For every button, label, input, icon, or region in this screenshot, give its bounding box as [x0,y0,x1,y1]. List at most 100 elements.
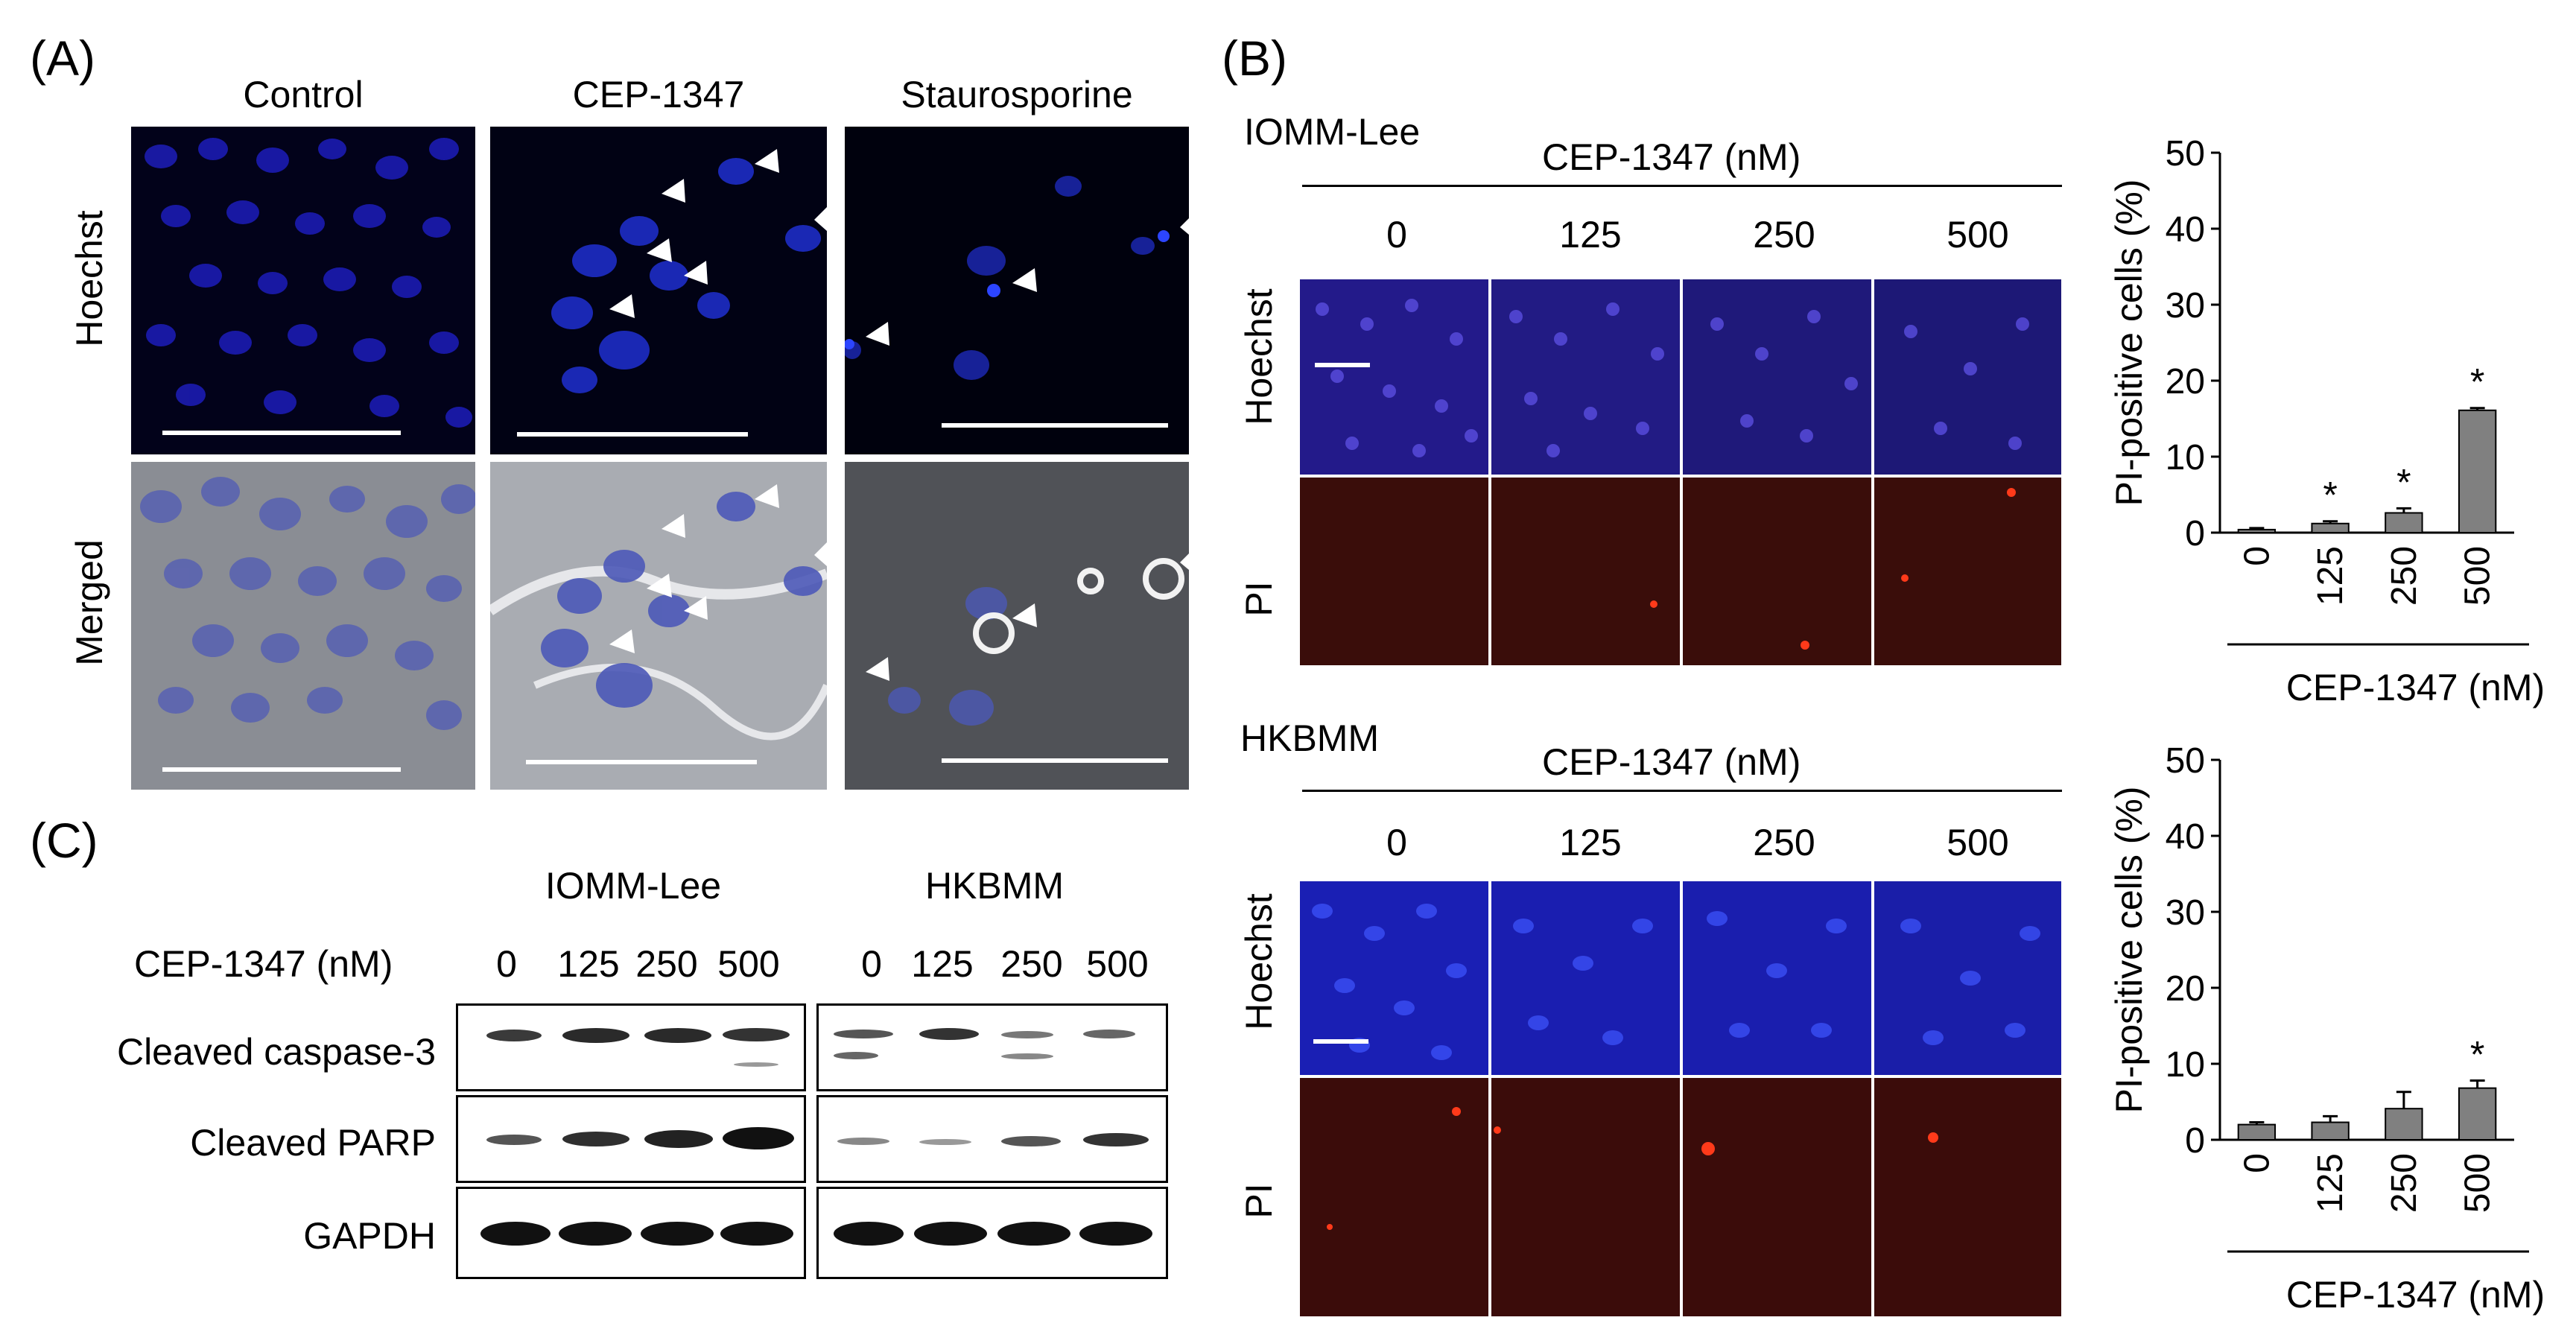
blot-row-parp: Cleaved PARP [190,1122,436,1164]
scale-bar [517,432,748,437]
panel-c-dose-label: CEP-1347 (nM) [134,943,393,985]
bar [2311,522,2350,534]
y-tick-label: 0 [2185,1121,2205,1161]
y-tick-label: 40 [2166,210,2205,250]
bar-chart-iomm: 0 10 20 30 40 50 PI-positive cells (%) 0 * 125 * 25… [2108,134,2545,708]
panel-c-group-iomm: IOMM-Lee [545,865,722,907]
dose-label: 500 [1086,943,1149,985]
panel-b-letter: (B) [1222,31,1287,86]
y-tick-label: 50 [2166,741,2205,781]
bar [2237,528,2277,533]
hoechst-strip-hkbmm [1300,881,2061,1075]
row-label-hoechst: Hoechst [1238,288,1280,425]
y-axis-label: PI-positive cells (%) [2108,787,2150,1114]
x-tick-label: 0 [2237,1153,2277,1173]
scale-bar [526,760,757,764]
panel-b-cell-line-iomm: IOMM-Lee [1244,111,1421,153]
micrograph-a-hoechst-control [131,127,475,454]
dose-label: 125 [911,943,974,985]
scale-bar [162,431,401,435]
micrograph-a-merged-stauro [845,462,1189,790]
dose-label: 250 [1000,943,1063,985]
micrograph-a-merged-control [131,462,475,790]
significance-marker: * [2323,475,2337,516]
scale-bar [942,758,1168,763]
dose-label: 250 [1753,214,1815,256]
dose-label: 125 [1559,822,1622,863]
scale-bar [1315,363,1370,367]
pi-strip-hkbmm [1300,1078,2061,1316]
dose-label: 0 [496,943,517,985]
y-axis-label: PI-positive cells (%) [2108,180,2150,507]
dose-label: 0 [1386,214,1407,256]
blot-hkbmm-gapdh [816,1187,1168,1279]
dose-label: 250 [635,943,698,985]
panel-a-row-hoechst: Hoechst [69,210,110,347]
bar [2385,1108,2423,1141]
hoechst-strip-iomm [1300,279,2061,475]
dose-label: 500 [1947,214,2009,256]
significance-marker: * [2396,461,2411,503]
x-tick-label: 250 [2385,1153,2424,1213]
y-tick-label: 10 [2166,1045,2205,1085]
blot-iomm-gapdh [456,1187,806,1279]
micrograph-a-merged-cep [490,462,827,790]
y-tick-label: 10 [2166,438,2205,478]
blot-iomm-parp [456,1095,806,1183]
x-tick-label: 125 [2311,1153,2350,1213]
significance-marker: * [2470,1033,2484,1075]
blot-iomm-caspase [456,1003,806,1091]
x-axis-label: CEP-1347 (nM) [2286,1274,2545,1316]
panel-a-row-merged: Merged [69,539,110,666]
panel-a-col-control: Control [243,74,364,115]
header-rule [1302,185,2062,187]
x-tick-label: 250 [2385,546,2424,606]
panel-c-letter: (C) [30,813,98,868]
panel-b-header-hkbmm: CEP-1347 (nM) [1542,741,1801,783]
header-rule [1302,790,2062,792]
panel-a-letter: (A) [30,31,95,86]
x-tick-label: 500 [2458,1153,2498,1213]
x-tick-label: 125 [2311,546,2350,606]
bar-chart-hkbmm: 0 10 20 30 40 50 PI-positive cells (%) 0 125 250 *… [2108,741,2545,1316]
significance-marker: * [2470,361,2484,403]
y-tick-label: 40 [2166,817,2205,857]
scale-bar [942,423,1168,428]
micrograph-a-hoechst-stauro [845,127,1189,454]
row-label-hoechst: Hoechst [1238,893,1280,1030]
bar [2385,512,2423,533]
blot-hkbmm-parp [816,1095,1168,1183]
x-axis-label: CEP-1347 (nM) [2286,667,2545,708]
pi-strip-iomm [1300,478,2061,665]
dose-label: 500 [1947,822,2009,863]
y-tick-label: 20 [2166,969,2205,1009]
dose-label: 0 [861,943,882,985]
bar [2458,409,2497,533]
panel-b-header-iomm: CEP-1347 (nM) [1542,136,1801,178]
dose-label: 0 [1386,822,1407,863]
x-tick-label: 0 [2237,546,2277,566]
scale-bar [1313,1039,1368,1044]
y-tick-label: 30 [2166,286,2205,326]
dose-label: 125 [557,943,620,985]
blot-row-gapdh: GAPDH [303,1215,436,1257]
panel-c-group-hkbmm: HKBMM [924,865,1065,907]
bar [2237,1123,2277,1141]
dose-label: 125 [1559,214,1622,256]
panel-a-col-cep: CEP-1347 [572,74,745,115]
dose-label: 250 [1753,822,1815,863]
scale-bar [162,767,401,772]
blot-row-caspase: Cleaved caspase-3 [116,1031,436,1073]
micrograph-a-hoechst-cep [490,127,827,454]
row-label-pi: PI [1238,581,1280,617]
panel-b-cell-line-hkbmm: HKBMM [1240,717,1380,759]
bar [2458,1087,2497,1141]
y-tick-label: 0 [2185,514,2205,554]
panel-a-col-stauro: Staurosporine [901,74,1133,115]
bar [2311,1121,2350,1141]
blot-hkbmm-caspase [816,1003,1168,1091]
row-label-pi: PI [1238,1183,1280,1219]
y-tick-label: 30 [2166,893,2205,933]
y-tick-label: 50 [2166,134,2205,174]
x-tick-label: 500 [2458,546,2498,606]
